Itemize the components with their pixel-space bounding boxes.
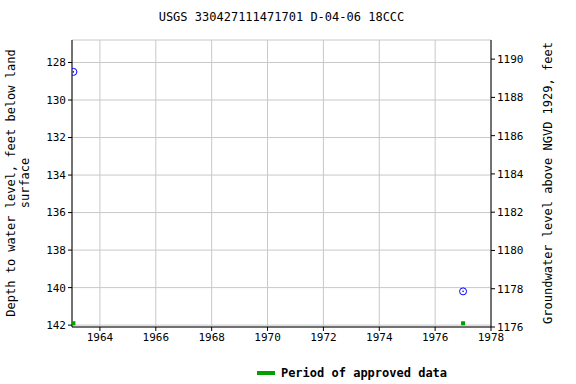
svg-text:138: 138 [46, 244, 66, 257]
html-text:Groundwater level above NGVD 1: Groundwater level above NGVD 1929, feet [541, 42, 555, 324]
svg-text:142: 142 [46, 319, 66, 332]
svg-text:1968: 1968 [198, 331, 225, 344]
html-text:Depth to water level, feet bel: Depth to water level, feet below land su… [4, 49, 32, 317]
svg-text:1970: 1970 [254, 331, 281, 344]
html-text:USGS 330427111471701 D-04-06 1: USGS 330427111471701 D-04-06 18CCC [158, 10, 405, 24]
svg-text:1182: 1182 [497, 206, 524, 219]
svg-text:1964: 1964 [87, 331, 114, 344]
svg-text:136: 136 [46, 206, 66, 219]
svg-text:1188: 1188 [497, 91, 524, 104]
svg-text:1974: 1974 [366, 331, 393, 344]
svg-text:134: 134 [46, 169, 66, 182]
svg-text:1178: 1178 [497, 283, 524, 296]
svg-text:1966: 1966 [143, 331, 170, 344]
svg-text:1180: 1180 [497, 244, 524, 257]
svg-text:1978: 1978 [477, 330, 505, 344]
svg-text:130: 130 [46, 94, 66, 107]
svg-text:1184: 1184 [497, 168, 524, 181]
svg-text:1176: 1176 [497, 321, 524, 334]
svg-text:1186: 1186 [497, 130, 524, 143]
svg-text:140: 140 [46, 282, 66, 295]
html-text:Period of approved data: Period of approved data [280, 366, 448, 380]
svg-text:1190: 1190 [497, 53, 524, 66]
svg-text:1976: 1976 [422, 331, 449, 344]
svg-text:1972: 1972 [310, 331, 337, 344]
svg-text:128: 128 [46, 56, 66, 69]
svg-text:132: 132 [46, 131, 66, 144]
